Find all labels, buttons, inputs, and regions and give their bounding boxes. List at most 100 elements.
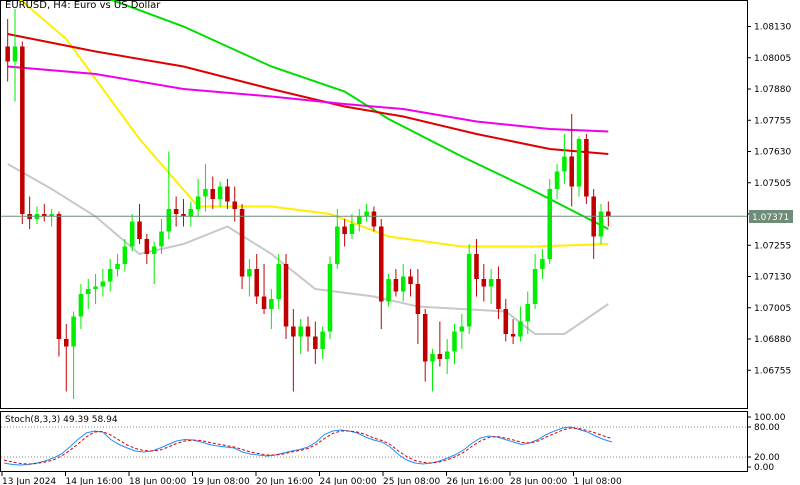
time-tick-label: 20 Jun 16:00 bbox=[256, 477, 313, 485]
moving-average-line bbox=[108, 0, 609, 230]
time-tick-label: 14 Jun 16:00 bbox=[66, 477, 123, 485]
price-tick-label: 1.07880 bbox=[754, 85, 791, 95]
candle-body bbox=[232, 201, 238, 209]
candle-body bbox=[481, 279, 487, 287]
candle-body bbox=[225, 186, 230, 202]
candle-body bbox=[415, 284, 421, 314]
candle-body bbox=[115, 264, 120, 269]
stoch-tick-label: 80.00 bbox=[754, 423, 780, 433]
price-tick-label: 1.07005 bbox=[754, 304, 791, 314]
time-tick-label: 18 Jun 00:00 bbox=[129, 477, 186, 485]
price-tick-label: 1.07130 bbox=[754, 273, 791, 283]
candle-body bbox=[466, 254, 472, 327]
candle-body bbox=[430, 354, 435, 362]
candle-body bbox=[503, 309, 509, 334]
price-tick-label: 1.06755 bbox=[754, 366, 791, 376]
candle-body bbox=[437, 354, 443, 359]
candle-body bbox=[606, 211, 611, 217]
candle-body bbox=[71, 316, 76, 347]
price-tick-label: 1.07755 bbox=[754, 116, 791, 126]
candle-body bbox=[122, 246, 128, 264]
stoch-main-line bbox=[3, 426, 613, 466]
candle-body bbox=[247, 269, 252, 277]
candle-body bbox=[42, 214, 47, 217]
candle-body bbox=[349, 224, 355, 234]
price-tick-label: 1.07255 bbox=[754, 241, 791, 251]
moving-average-line bbox=[7, 163, 609, 335]
candle-body bbox=[569, 156, 574, 187]
candle-body bbox=[562, 156, 567, 172]
current-price-text: 1.07371 bbox=[752, 213, 789, 223]
price-tick-label: 1.08130 bbox=[754, 23, 791, 33]
candle-body bbox=[422, 314, 428, 362]
candle-body bbox=[173, 209, 179, 214]
time-tick-label: 26 Jun 16:00 bbox=[447, 477, 504, 485]
candle-body bbox=[393, 279, 399, 292]
candle-body bbox=[261, 296, 267, 309]
price-tick-label: 1.08005 bbox=[754, 54, 791, 64]
price-pane[interactable] bbox=[0, 0, 748, 409]
candle-body bbox=[584, 139, 589, 197]
candle-body bbox=[203, 189, 208, 197]
candle-body bbox=[20, 46, 25, 214]
candle-body bbox=[320, 331, 325, 349]
candle-body bbox=[5, 46, 10, 62]
time-tick-label: 19 Jun 08:00 bbox=[193, 477, 250, 485]
candle-body bbox=[474, 254, 479, 279]
current-price-badge bbox=[749, 210, 793, 223]
candle-body bbox=[327, 264, 333, 332]
candle-body bbox=[93, 286, 98, 289]
candle-body bbox=[49, 214, 54, 217]
candle-body bbox=[56, 214, 62, 339]
time-tick-label: 28 Jun 00:00 bbox=[510, 477, 567, 485]
candle-body bbox=[400, 276, 406, 292]
candle-body bbox=[364, 211, 369, 217]
moving-average-line bbox=[7, 65, 609, 133]
time-tick-label: 13 Jun 2024 bbox=[2, 477, 56, 485]
candle-body bbox=[78, 294, 84, 317]
candle-body bbox=[181, 214, 186, 217]
candle-body bbox=[166, 209, 172, 232]
stoch-tick-label: 100.00 bbox=[754, 413, 786, 423]
candle-body bbox=[188, 209, 194, 217]
candle-body bbox=[217, 186, 223, 199]
candle-body bbox=[210, 189, 216, 199]
candle-body bbox=[444, 351, 450, 359]
candle-body bbox=[598, 211, 604, 237]
candle-body bbox=[291, 326, 296, 337]
candle-body bbox=[298, 326, 303, 337]
candle-body bbox=[313, 336, 318, 349]
time-tick-label: 25 Jun 08:00 bbox=[383, 477, 440, 485]
chart-title: EURUSD, H4: Euro vs US Dollar bbox=[5, 0, 161, 11]
candle-body bbox=[283, 264, 289, 327]
candle-body bbox=[510, 334, 516, 337]
candle-body bbox=[540, 259, 545, 269]
candle-body bbox=[12, 46, 18, 62]
candle-body bbox=[239, 209, 245, 277]
time-tick-label: 1 Jul 08:00 bbox=[574, 477, 623, 485]
candle-body bbox=[459, 326, 465, 332]
candle-body bbox=[100, 281, 106, 287]
candle-body bbox=[357, 216, 362, 224]
candles bbox=[5, 9, 611, 399]
candle-body bbox=[159, 231, 164, 247]
candle-body bbox=[137, 221, 142, 239]
price-tick-label: 1.06880 bbox=[754, 335, 791, 345]
oscillator-label: Stoch(8,3,3) 49.39 58.94 bbox=[5, 415, 118, 425]
candle-body bbox=[488, 279, 494, 287]
candle-body bbox=[254, 269, 259, 297]
candle-body bbox=[342, 226, 347, 234]
candle-body bbox=[532, 269, 538, 304]
price-tick-label: 1.07630 bbox=[754, 148, 791, 158]
candle-body bbox=[576, 139, 582, 187]
moving-average-line bbox=[19, 0, 609, 248]
time-tick-label: 24 Jun 00:00 bbox=[320, 477, 377, 485]
candle-body bbox=[335, 226, 340, 264]
candle-body bbox=[547, 189, 553, 259]
stoch-signal-line bbox=[3, 427, 613, 465]
oscillator-pane[interactable] bbox=[0, 411, 748, 472]
candle-body bbox=[151, 246, 157, 254]
candle-body bbox=[452, 331, 457, 352]
